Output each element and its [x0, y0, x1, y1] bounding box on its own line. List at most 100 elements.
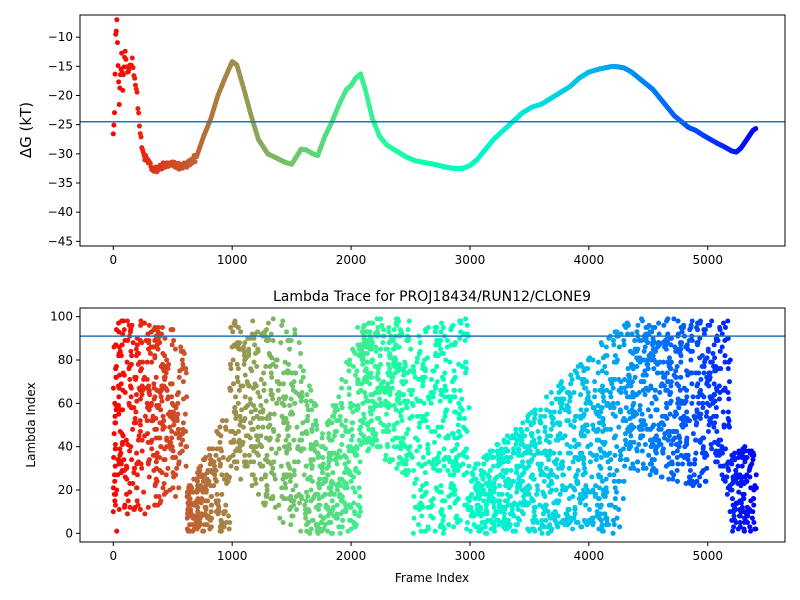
lambda-point — [420, 483, 426, 489]
lambda-point — [480, 520, 486, 525]
lambda-point — [233, 416, 239, 421]
lambda-point — [513, 442, 519, 447]
lambda-point — [285, 368, 291, 374]
lambda-point — [197, 522, 203, 528]
lambda-point — [316, 507, 321, 512]
lambda-point — [464, 520, 470, 525]
lambda-point — [612, 496, 618, 502]
lambda-point — [694, 407, 700, 413]
lambda-point — [705, 429, 711, 434]
lambda-point — [251, 335, 257, 341]
lambda-point — [251, 459, 257, 465]
lambda-point — [436, 433, 442, 439]
lambda-point — [441, 513, 446, 519]
lambda-point — [483, 502, 489, 508]
lambda-point — [689, 348, 695, 354]
lambda-point — [128, 444, 134, 450]
lambda-point — [570, 459, 576, 465]
lambda-point — [246, 452, 252, 458]
lambda-point — [161, 481, 167, 486]
lambda-point — [317, 476, 323, 482]
lambda-point — [642, 422, 648, 428]
lambda-point — [396, 344, 402, 350]
lambda-point — [236, 387, 242, 393]
lambda-point — [419, 374, 425, 380]
lambda-point — [713, 448, 719, 454]
lambda-point — [252, 476, 258, 482]
lambda-point — [228, 439, 234, 445]
lambda-point — [241, 353, 247, 359]
lambda-point — [441, 526, 447, 532]
lambda-point — [478, 526, 484, 532]
lambda-chart-title: Lambda Trace for PROJ18434/RUN12/CLONE9 — [273, 289, 591, 305]
lambda-point — [699, 353, 705, 359]
lambda-point — [180, 437, 186, 443]
lambda-point — [420, 383, 426, 389]
lambda-point — [481, 498, 487, 504]
lambda-point — [695, 381, 701, 387]
lambda-point — [350, 420, 356, 426]
lambda-point — [135, 437, 141, 443]
lambda-point — [210, 446, 216, 452]
lambda-point — [139, 448, 145, 454]
lambda-point — [572, 511, 578, 517]
lambda-point — [548, 433, 553, 439]
lambda-point — [700, 444, 706, 450]
lambda-point — [361, 411, 367, 417]
lambda-point — [599, 478, 605, 484]
lambda-point — [607, 465, 613, 471]
lambda-point — [290, 513, 296, 519]
lambda-point — [598, 465, 604, 471]
lambda-point — [684, 409, 690, 415]
lambda-point — [326, 457, 332, 463]
lambda-point — [418, 413, 424, 419]
lambda-point — [155, 325, 161, 330]
lambda-point — [683, 481, 689, 486]
lambda-point — [438, 338, 444, 343]
lambda-point — [444, 338, 450, 343]
lambda-point — [712, 355, 718, 361]
lambda-point — [185, 511, 190, 517]
lambda-point — [442, 413, 448, 419]
lambda-point — [375, 325, 381, 330]
lambda-point — [400, 470, 406, 476]
lambda-point — [191, 476, 197, 482]
lambda-point — [287, 478, 293, 484]
lambda-point — [237, 413, 243, 419]
lambda-point — [160, 413, 166, 419]
lambda-point — [696, 413, 702, 419]
lambda-x-tick-label: 3000 — [455, 549, 486, 563]
lambda-point — [572, 507, 578, 512]
lambda-point — [675, 396, 681, 402]
lambda-point — [529, 496, 535, 502]
dg-point — [116, 102, 122, 108]
lambda-point — [430, 394, 436, 400]
lambda-point — [352, 351, 358, 356]
lambda-point — [578, 392, 584, 398]
lambda-point — [403, 431, 409, 437]
lambda-point — [137, 429, 143, 434]
lambda-point — [146, 383, 152, 389]
lambda-point — [456, 400, 462, 406]
lambda-point — [645, 407, 651, 413]
lambda-point — [733, 520, 739, 525]
lambda-point — [434, 364, 440, 369]
lambda-point — [650, 342, 656, 348]
lambda-point — [404, 472, 410, 478]
lambda-point — [350, 403, 356, 408]
lambda-point — [434, 325, 440, 330]
lambda-point — [557, 409, 563, 415]
lambda-point — [283, 437, 289, 443]
lambda-point — [379, 322, 385, 328]
lambda-point — [350, 485, 356, 491]
lambda-point — [531, 437, 537, 443]
lambda-point — [280, 476, 286, 482]
lambda-point — [285, 496, 291, 502]
lambda-point — [142, 511, 148, 517]
lambda-point — [726, 396, 732, 402]
lambda-point — [162, 353, 168, 359]
lambda-point — [497, 509, 503, 515]
lambda-point — [556, 498, 562, 504]
dg-point — [123, 56, 129, 62]
lambda-point — [695, 342, 701, 348]
